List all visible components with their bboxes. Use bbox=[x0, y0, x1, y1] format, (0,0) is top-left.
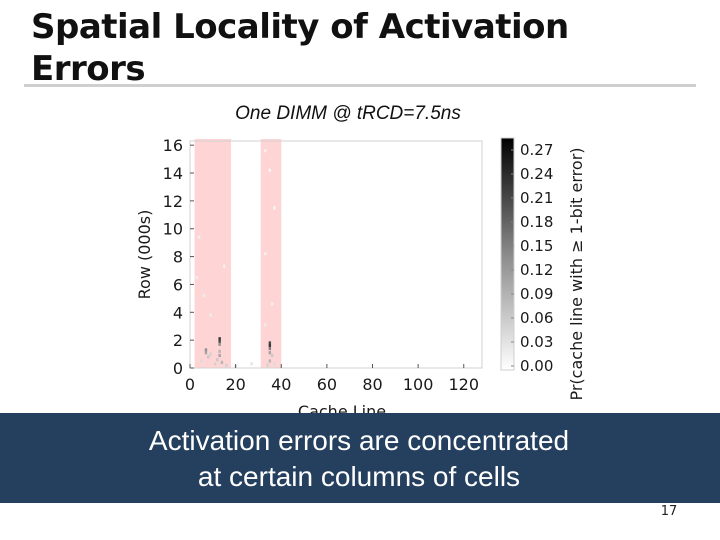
highlight-column-1 bbox=[194, 139, 232, 368]
x-tick-label-60: 60 bbox=[317, 375, 337, 394]
y-tick-label-12: 12 bbox=[163, 192, 183, 211]
error-point-6 bbox=[216, 358, 219, 362]
error-point-27 bbox=[268, 359, 272, 363]
error-point-25 bbox=[268, 351, 272, 355]
y-tick-label-14: 14 bbox=[163, 164, 183, 183]
colorbar-tick-label-4: 0.15 bbox=[520, 237, 553, 255]
colorbar-tick-label-7: 0.06 bbox=[520, 309, 553, 327]
colorbar: 0.27 0.24 0.21 0.18 0.15 0.12 0.09 0.06 0.03 0.00… bbox=[500, 137, 586, 401]
error-point-20 bbox=[197, 235, 201, 239]
chart-title-text: One DIMM @ tRCD=7.5ns bbox=[235, 103, 461, 124]
x-tick-label-80: 80 bbox=[362, 375, 382, 394]
y-tick-label-2: 2 bbox=[173, 331, 183, 350]
error-point-13 bbox=[213, 362, 217, 366]
x-axis-label: Cache Line bbox=[298, 402, 386, 415]
x-tick-label-0: 0 bbox=[185, 375, 195, 394]
error-point-4 bbox=[218, 349, 221, 353]
colorbar-label: Pr(cache line with ≥ 1-bit error) bbox=[567, 147, 586, 400]
error-point-16 bbox=[250, 362, 253, 366]
colorbar-gradient bbox=[500, 137, 515, 371]
error-point-22 bbox=[268, 341, 272, 345]
error-point-10 bbox=[209, 352, 212, 356]
error-point-23 bbox=[268, 344, 272, 348]
error-point-29 bbox=[273, 362, 276, 366]
error-point-28 bbox=[266, 363, 269, 367]
error-point-34 bbox=[268, 168, 272, 172]
plot-area bbox=[190, 139, 482, 369]
error-point-17 bbox=[195, 275, 199, 280]
y-axis-label: Row (000s) bbox=[135, 210, 154, 300]
error-point-9 bbox=[207, 355, 210, 359]
title-underline bbox=[24, 84, 696, 87]
error-point-7 bbox=[204, 348, 208, 352]
error-point-18 bbox=[202, 293, 205, 298]
error-point-14 bbox=[225, 363, 228, 367]
x-tick-label-100: 100 bbox=[403, 375, 434, 394]
error-point-30 bbox=[264, 323, 267, 327]
y-tick-label-6: 6 bbox=[173, 275, 183, 294]
error-point-1 bbox=[218, 337, 221, 341]
plot-background bbox=[190, 141, 482, 368]
x-tick-label-20: 20 bbox=[225, 375, 245, 394]
error-point-31 bbox=[270, 302, 274, 306]
axes: 0 2 4 6 8 10 12 14 16 0 20 40 60 80 100 120 Row (000s) Ca… bbox=[135, 136, 483, 415]
page-number: 17 bbox=[660, 504, 678, 519]
plot-frame bbox=[189, 140, 483, 369]
colorbar-tick-label-9: 0.00 bbox=[520, 357, 553, 375]
colorbar-tick-label-3: 0.18 bbox=[520, 213, 553, 231]
error-point-26 bbox=[270, 353, 274, 358]
error-point-8 bbox=[204, 351, 208, 355]
colorbar-tick-label-8: 0.03 bbox=[520, 333, 553, 351]
highlight-column-2 bbox=[260, 139, 282, 368]
banner-text: Activation errors are concentrated at ce… bbox=[0, 423, 720, 495]
slide-title: Spatial Locality of Activation Errors bbox=[31, 7, 569, 89]
colorbar-tick-label-0: 0.27 bbox=[520, 141, 553, 159]
error-point-3 bbox=[218, 342, 221, 346]
error-point-12 bbox=[200, 359, 203, 363]
x-tick-label-40: 40 bbox=[271, 375, 291, 394]
x-tick-label-120: 120 bbox=[448, 375, 479, 394]
error-point-32 bbox=[264, 252, 267, 256]
error-point-35 bbox=[264, 149, 267, 153]
conclusion-banner: Activation errors are concentrated at ce… bbox=[0, 413, 720, 503]
colorbar-tick-label-5: 0.12 bbox=[520, 261, 553, 279]
y-tick-label-4: 4 bbox=[173, 303, 183, 322]
banner-line-2: at certain columns of cells bbox=[197, 461, 521, 492]
colorbar-tick-label-1: 0.24 bbox=[520, 165, 553, 183]
error-point-19 bbox=[209, 313, 212, 317]
y-tick-label-10: 10 bbox=[163, 220, 183, 239]
error-point-11 bbox=[220, 360, 224, 365]
y-tick-label-16: 16 bbox=[163, 136, 183, 155]
banner-line-1: Activation errors are concentrated bbox=[148, 425, 570, 456]
colorbar-tick-label-6: 0.09 bbox=[520, 285, 553, 303]
heatmap-chart: 0 2 4 6 8 10 12 14 16 0 20 40 60 80 100 120 Row (000s) Ca… bbox=[135, 136, 586, 415]
chart-subtitle: One DIMM @ tRCD=7.5ns bbox=[0, 103, 720, 125]
error-point-5 bbox=[218, 353, 221, 358]
error-point-2 bbox=[218, 339, 221, 344]
colorbar-tick-label-2: 0.21 bbox=[520, 189, 553, 207]
error-point-24 bbox=[268, 346, 272, 351]
y-tick-label-8: 8 bbox=[173, 248, 183, 267]
error-point-33 bbox=[273, 206, 276, 210]
y-tick-label-0: 0 bbox=[173, 359, 183, 378]
error-point-21 bbox=[223, 264, 226, 268]
